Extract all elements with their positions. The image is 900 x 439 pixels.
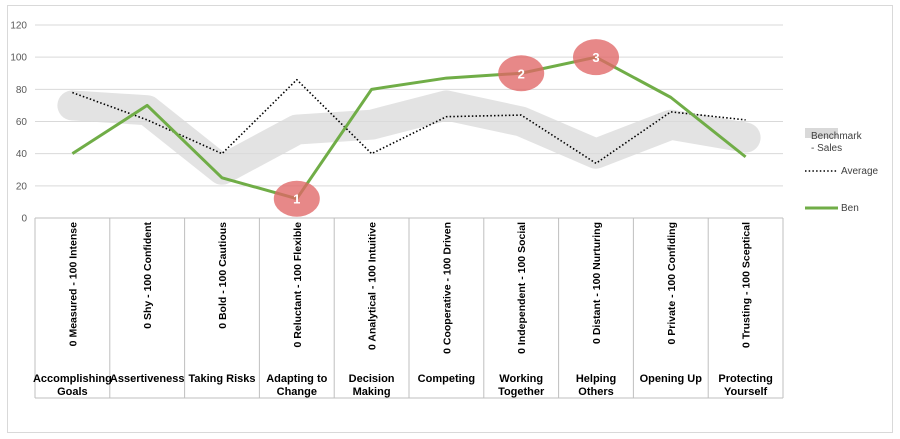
category-scale-label: 0 Distant - 100 Nurturing	[591, 222, 603, 344]
category-label: Yourself	[724, 386, 768, 398]
series-line-benchmark-sales	[57, 90, 761, 185]
y-tick-label: 120	[10, 21, 27, 32]
category-label: Decision	[349, 373, 395, 385]
category-scale-label: 0 Analytical - 100 Intuitive	[367, 222, 379, 350]
category-label: Others	[578, 386, 613, 398]
chart-frame	[7, 5, 893, 433]
series-line-ben	[71, 55, 747, 201]
category-label: Taking Risks	[188, 373, 255, 385]
category-label: Helping	[576, 373, 616, 385]
category-label: Opening Up	[640, 373, 703, 385]
category-scale-label: 0 Reluctant - 100 Flexible	[292, 222, 304, 348]
category-scale-label: 0 Trusting - 100 Sceptical	[741, 222, 753, 348]
category-label: Goals	[57, 386, 88, 398]
y-tick-label: 80	[16, 85, 28, 96]
y-tick-label: 60	[16, 117, 28, 128]
legend-label: - Sales	[811, 143, 842, 154]
legend-label: Ben	[841, 203, 859, 214]
category-label: Change	[277, 386, 317, 398]
annotation-label: 3	[592, 50, 599, 65]
y-tick-label: 20	[16, 181, 28, 192]
category-scale-label: 0 Shy - 100 Confident	[142, 222, 154, 329]
y-tick-label: 100	[10, 53, 27, 64]
annotation-label: 2	[518, 66, 525, 81]
category-label: Competing	[418, 373, 475, 385]
category-scale-label: 0 Independent - 100 Social	[516, 222, 528, 354]
category-label: Adapting to	[266, 373, 327, 385]
category-scale-label: 0 Private - 100 Confiding	[666, 222, 678, 345]
annotation-marker	[498, 55, 545, 92]
legend-label: Benchmark	[811, 131, 863, 142]
category-label: Protecting	[718, 373, 772, 385]
category-scale-label: 0 Bold - 100 Cautious	[217, 222, 229, 329]
y-tick-label: 0	[21, 214, 27, 225]
annotation-marker	[273, 180, 320, 217]
category-label: Working	[499, 373, 543, 385]
category-label: Assertiveness	[110, 373, 185, 385]
category-label: Together	[498, 386, 545, 398]
category-label: Accomplishing	[33, 373, 112, 385]
annotation-marker	[573, 39, 619, 76]
category-scale-label: 0 Cooperative - 100 Driven	[441, 222, 453, 354]
category-scale-label: 0 Measured - 100 Intense	[67, 222, 79, 346]
annotation-label: 1	[293, 192, 300, 207]
legend-label: Average	[841, 166, 879, 177]
y-tick-label: 40	[16, 149, 28, 160]
category-label: Making	[353, 386, 391, 398]
